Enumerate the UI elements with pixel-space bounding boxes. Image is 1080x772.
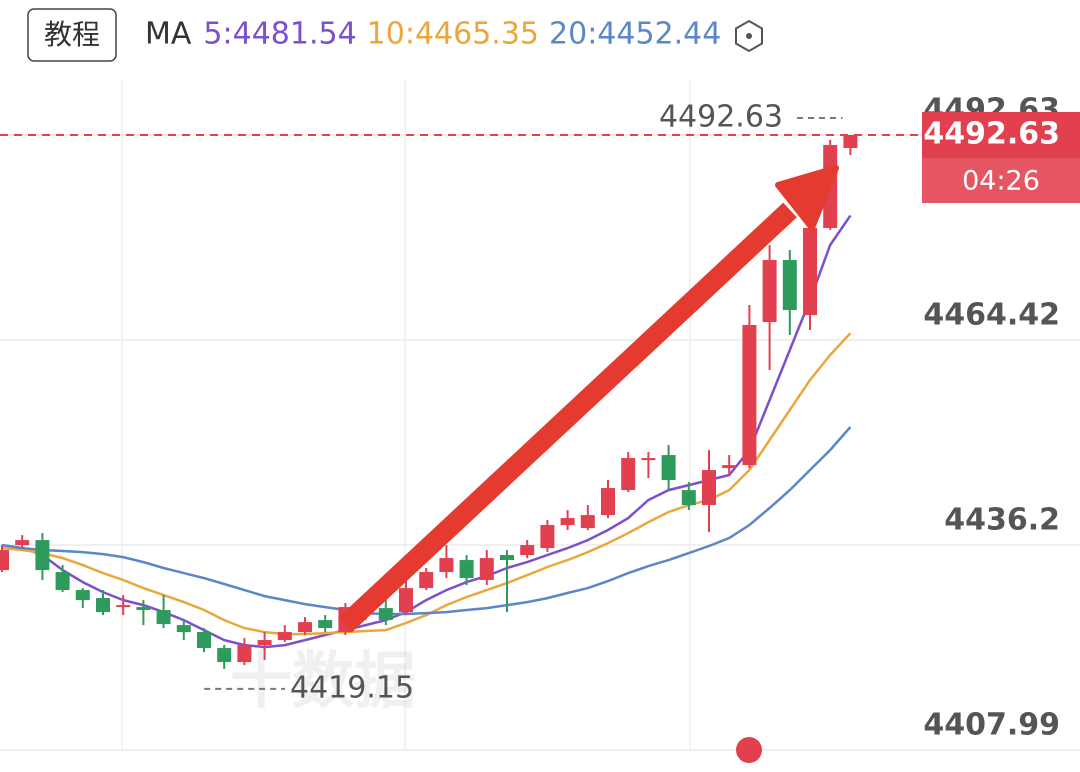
arrow-shaft xyxy=(338,202,797,633)
trend-arrow xyxy=(338,165,839,633)
candle-body xyxy=(35,540,50,571)
candle-body xyxy=(277,632,292,641)
candle-body xyxy=(55,572,70,591)
candle-body xyxy=(318,620,333,629)
candle-body xyxy=(742,325,757,466)
legend: 5:4481.54 10:4465.35 20:4452.44 xyxy=(203,17,721,52)
record-dot[interactable] xyxy=(736,737,762,763)
low-annotation: 4419.15 xyxy=(290,670,414,705)
price-tag: 4492.63 xyxy=(923,117,1060,152)
candle-body xyxy=(237,645,252,663)
watermark: 十数据 xyxy=(230,644,416,717)
candle-body xyxy=(681,490,696,506)
candle-body xyxy=(540,525,555,549)
candle-body xyxy=(661,455,676,481)
price-tag-bg xyxy=(922,112,1080,159)
candle-body xyxy=(176,625,191,633)
candle-body xyxy=(419,572,434,589)
candle-body xyxy=(843,135,858,149)
countdown: 04:26 xyxy=(962,166,1040,197)
y-tick-label: 4436.2 xyxy=(944,503,1060,538)
candle-body xyxy=(803,228,817,316)
candle-body xyxy=(75,590,90,601)
candle-body xyxy=(621,458,636,491)
legend-title: MA xyxy=(145,17,192,52)
overlay: 4492.63 04:26 4492.63 4419.15 xyxy=(0,100,1080,705)
legend-entry: 5:4481.54 xyxy=(203,17,356,52)
settings-icon[interactable] xyxy=(735,19,763,53)
candle-body xyxy=(399,588,413,613)
candle-body xyxy=(156,610,171,625)
legend-entry: 10:4465.35 xyxy=(367,17,539,52)
candle-body xyxy=(439,558,454,573)
button-label: 教程 xyxy=(44,18,100,51)
candle-body xyxy=(722,465,737,469)
candle-body xyxy=(479,558,494,581)
candle-body xyxy=(601,488,615,516)
candle-body xyxy=(782,260,797,311)
candle-body xyxy=(197,632,211,649)
candle-body xyxy=(15,540,30,546)
arrow-head xyxy=(775,165,839,231)
candle-body xyxy=(500,555,514,561)
candle-body xyxy=(298,622,312,633)
legend-entry: 20:4452.44 xyxy=(549,17,721,52)
candle-body xyxy=(560,518,575,526)
candle-body xyxy=(217,648,232,663)
candle-body xyxy=(0,550,9,571)
candle-body xyxy=(136,607,151,611)
candle-body xyxy=(641,458,656,461)
candles xyxy=(0,135,858,669)
ma-line xyxy=(1,426,852,616)
countdown-bg xyxy=(922,158,1080,204)
candle-body xyxy=(580,515,595,529)
candle-body xyxy=(459,560,474,579)
candle-body xyxy=(116,605,131,608)
candle-body xyxy=(96,598,110,613)
settings-icon-dot xyxy=(746,33,752,39)
candle-body xyxy=(378,608,393,621)
tutorial-button[interactable] xyxy=(27,8,117,62)
grid: 4492.63 4464.42 4436.2 4407.99 xyxy=(0,93,1080,751)
candle-body xyxy=(520,545,535,556)
candle-body xyxy=(702,470,716,506)
y-tick-label: 4407.99 xyxy=(923,707,1060,742)
y-tick-label: 4464.42 xyxy=(923,297,1060,332)
candle-body xyxy=(257,640,272,646)
high-annotation: 4492.63 xyxy=(659,100,783,135)
candle-body xyxy=(762,260,777,323)
